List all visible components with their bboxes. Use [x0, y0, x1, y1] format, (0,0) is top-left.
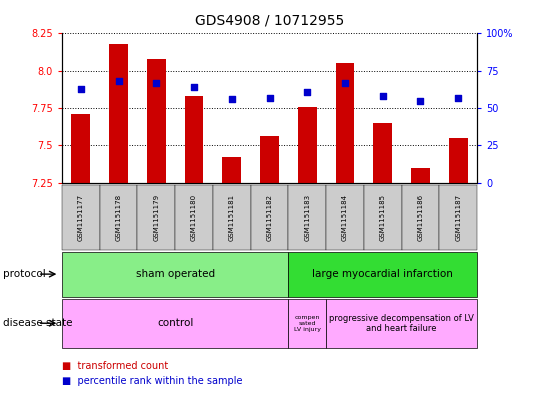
Text: protocol: protocol — [3, 269, 45, 279]
Text: GSM1151180: GSM1151180 — [191, 194, 197, 241]
Text: GSM1151181: GSM1151181 — [229, 194, 235, 241]
Text: GSM1151184: GSM1151184 — [342, 194, 348, 241]
Point — [227, 96, 236, 102]
Bar — [448, 138, 467, 183]
Point — [114, 78, 123, 84]
Point — [152, 79, 161, 86]
Point — [190, 84, 198, 90]
Bar — [335, 63, 355, 183]
Text: progressive decompensation of LV
and heart failure: progressive decompensation of LV and hea… — [329, 314, 474, 333]
Point — [341, 79, 349, 86]
Text: GSM1151178: GSM1151178 — [115, 194, 122, 241]
Text: ■  percentile rank within the sample: ■ percentile rank within the sample — [62, 376, 243, 386]
Bar — [373, 123, 392, 183]
Bar — [71, 114, 90, 183]
Bar — [260, 136, 279, 183]
Bar — [411, 168, 430, 183]
Text: GSM1151186: GSM1151186 — [417, 194, 424, 241]
Point — [416, 97, 425, 104]
Point — [77, 86, 85, 92]
Point — [378, 93, 387, 99]
Text: GSM1151187: GSM1151187 — [455, 194, 461, 241]
Text: disease state: disease state — [3, 318, 72, 328]
Point — [454, 94, 462, 101]
Bar — [184, 96, 204, 183]
Text: compen
sated
LV injury: compen sated LV injury — [294, 315, 321, 332]
Text: large myocardial infarction: large myocardial infarction — [312, 269, 453, 279]
Text: GSM1151185: GSM1151185 — [379, 194, 386, 241]
Text: GSM1151179: GSM1151179 — [153, 194, 160, 241]
Bar — [298, 107, 317, 183]
Text: sham operated: sham operated — [136, 269, 215, 279]
Point — [265, 94, 274, 101]
Bar — [109, 44, 128, 183]
Point — [303, 88, 312, 95]
Bar — [222, 157, 241, 183]
Text: GSM1151182: GSM1151182 — [266, 194, 273, 241]
Text: GSM1151183: GSM1151183 — [304, 194, 310, 241]
Text: GSM1151177: GSM1151177 — [78, 194, 84, 241]
Bar — [147, 59, 166, 183]
Text: ■  transformed count: ■ transformed count — [62, 361, 168, 371]
Text: GDS4908 / 10712955: GDS4908 / 10712955 — [195, 14, 344, 28]
Text: control: control — [157, 318, 194, 328]
